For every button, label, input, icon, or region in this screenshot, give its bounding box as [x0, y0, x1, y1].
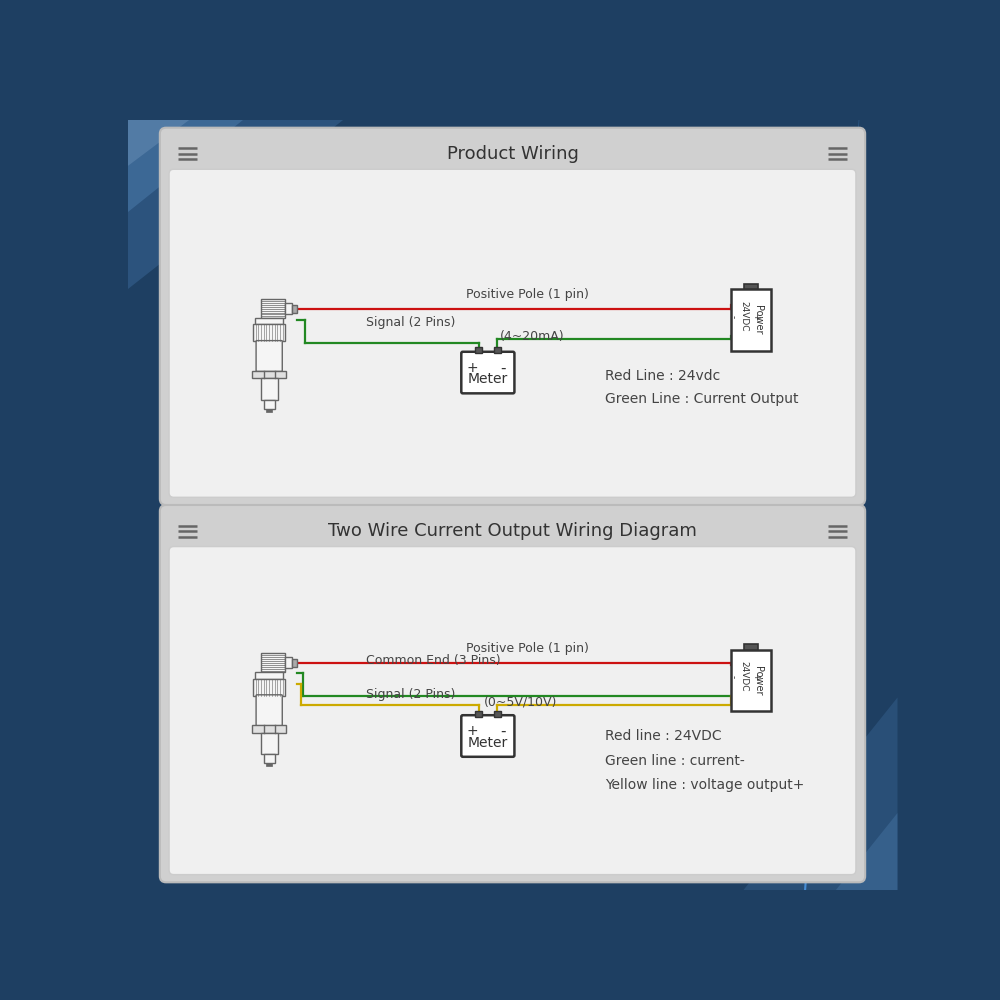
Bar [253, 324, 285, 341]
Text: (4~20mA): (4~20mA) [499, 330, 564, 343]
Polygon shape [836, 813, 898, 890]
Polygon shape [128, 120, 243, 212]
Text: Power: Power [753, 666, 763, 695]
Text: Signal (2 Pins): Signal (2 Pins) [366, 688, 456, 701]
FancyBboxPatch shape [256, 341, 282, 371]
Bar [252, 371, 286, 378]
Bar [264, 400, 275, 409]
Text: +: + [467, 724, 478, 738]
Text: +
24VDC
-: + 24VDC - [728, 301, 761, 332]
FancyBboxPatch shape [261, 299, 285, 318]
FancyBboxPatch shape [160, 505, 865, 882]
Text: +: + [467, 361, 478, 375]
Text: (0~5V/10V): (0~5V/10V) [484, 695, 557, 708]
Bar [255, 318, 283, 324]
Bar [731, 289, 771, 351]
FancyBboxPatch shape [261, 653, 285, 672]
Text: +
24VDC
-: + 24VDC - [728, 661, 761, 692]
Bar [285, 657, 292, 668]
Bar [261, 733, 278, 754]
Polygon shape [744, 698, 898, 890]
FancyBboxPatch shape [160, 128, 865, 505]
Text: Meter: Meter [468, 372, 508, 386]
Text: Positive Pole (1 pin): Positive Pole (1 pin) [466, 642, 589, 655]
Bar [731, 650, 771, 711]
Text: Green line : current-: Green line : current- [605, 754, 745, 768]
Text: -: - [501, 360, 506, 375]
Bar [253, 679, 285, 696]
Bar [475, 711, 482, 717]
Bar [744, 644, 758, 650]
Bar [255, 672, 283, 679]
FancyBboxPatch shape [169, 169, 856, 497]
Text: Common End (3 Pins): Common End (3 Pins) [366, 654, 501, 667]
Text: Signal (2 Pins): Signal (2 Pins) [366, 316, 456, 329]
Text: Meter: Meter [468, 736, 508, 750]
Bar [494, 347, 501, 353]
Bar [744, 284, 758, 289]
Bar [292, 659, 297, 667]
FancyBboxPatch shape [461, 715, 514, 757]
Bar [261, 378, 278, 400]
Bar [494, 711, 501, 717]
Polygon shape [128, 120, 343, 289]
Text: Product Wiring: Product Wiring [447, 145, 578, 163]
Text: Two Wire Current Output Wiring Diagram: Two Wire Current Output Wiring Diagram [328, 522, 697, 540]
Bar [285, 303, 292, 314]
Text: Red Line : 24vdc: Red Line : 24vdc [605, 369, 720, 383]
Bar [266, 763, 272, 766]
Bar [475, 347, 482, 353]
Bar [266, 409, 272, 412]
Polygon shape [128, 120, 189, 166]
FancyBboxPatch shape [461, 352, 514, 393]
FancyBboxPatch shape [169, 547, 856, 875]
Bar [292, 305, 297, 312]
FancyBboxPatch shape [256, 695, 282, 726]
Text: Green Line : Current Output: Green Line : Current Output [605, 392, 798, 406]
Text: Red line : 24VDC: Red line : 24VDC [605, 729, 722, 743]
Text: Yellow line : voltage output+: Yellow line : voltage output+ [605, 778, 804, 792]
Bar [264, 754, 275, 763]
Text: -: - [501, 724, 506, 739]
Bar [252, 725, 286, 733]
Text: Power: Power [753, 305, 763, 335]
Text: Positive Pole (1 pin): Positive Pole (1 pin) [466, 288, 589, 301]
